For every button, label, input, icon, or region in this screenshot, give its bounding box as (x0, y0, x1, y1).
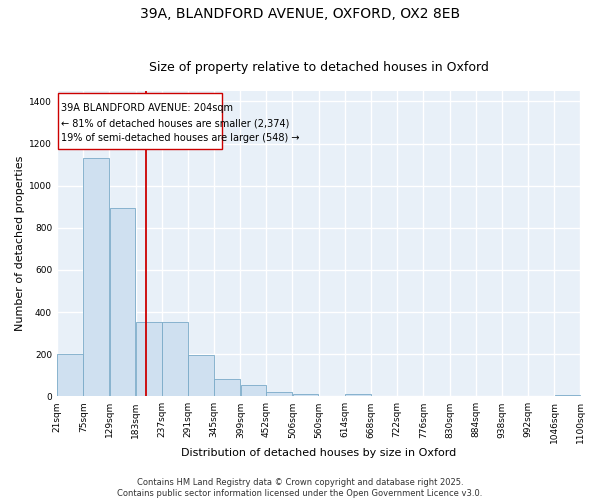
Bar (293, 394, 318, 396)
Bar (241, 385, 266, 396)
Y-axis label: Number of detached properties: Number of detached properties (15, 156, 25, 332)
X-axis label: Distribution of detached houses by size in Oxford: Distribution of detached houses by size … (181, 448, 457, 458)
Bar (345, 394, 371, 396)
Bar (188, 356, 214, 397)
Bar (136, 322, 161, 396)
Bar (57, 354, 83, 397)
Text: 39A BLANDFORD AVENUE: 204sqm: 39A BLANDFORD AVENUE: 204sqm (61, 102, 233, 113)
Text: ← 81% of detached houses are smaller (2,374): ← 81% of detached houses are smaller (2,… (61, 118, 290, 128)
Bar (214, 380, 240, 396)
Text: Contains HM Land Registry data © Crown copyright and database right 2025.
Contai: Contains HM Land Registry data © Crown c… (118, 478, 482, 498)
Bar (162, 322, 188, 396)
Bar (83, 158, 109, 396)
FancyBboxPatch shape (58, 93, 223, 149)
Bar (266, 392, 292, 396)
Text: 39A, BLANDFORD AVENUE, OXFORD, OX2 8EB: 39A, BLANDFORD AVENUE, OXFORD, OX2 8EB (140, 8, 460, 22)
Text: 19% of semi-detached houses are larger (548) →: 19% of semi-detached houses are larger (… (61, 133, 300, 143)
Title: Size of property relative to detached houses in Oxford: Size of property relative to detached ho… (149, 62, 489, 74)
Bar (110, 208, 136, 396)
